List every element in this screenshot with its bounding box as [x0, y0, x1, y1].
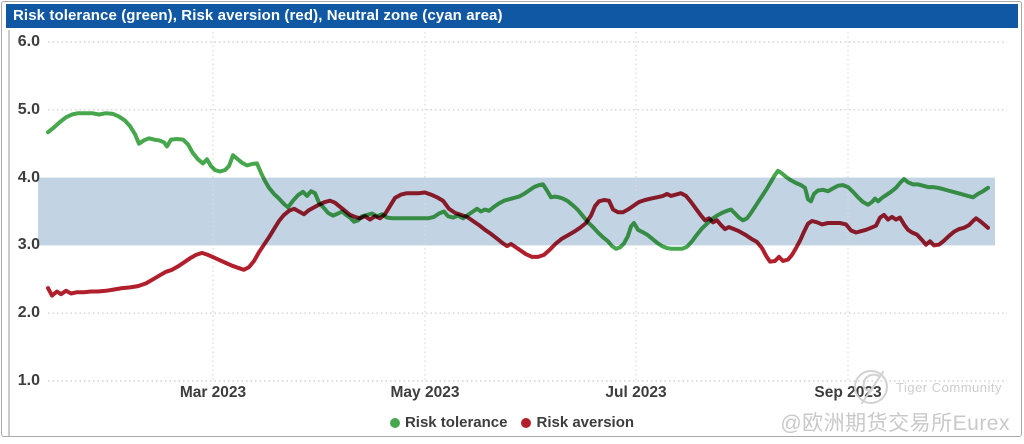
- legend-item-risk-aversion: Risk aversion: [521, 414, 634, 431]
- watermark-brand-text: Tiger Community: [896, 380, 1002, 395]
- y-axis-tick-label: 5.0: [17, 100, 40, 118]
- y-axis-tick-label: 4.0: [17, 168, 40, 186]
- legend-label: Risk aversion: [536, 414, 635, 431]
- legend-label: Risk tolerance: [404, 414, 508, 431]
- legend-item-risk-tolerance: Risk tolerance: [389, 414, 508, 431]
- y-axis-tick-label: 6.0: [17, 33, 40, 50]
- risk-aversion-dot-icon: [521, 417, 532, 428]
- x-axis-tick-label: May 2023: [390, 384, 460, 401]
- y-axis-tick-label: 3.0: [17, 236, 40, 254]
- series-line-risk-tolerance: [46, 111, 990, 251]
- y-axis-tick-label: 1.0: [17, 372, 40, 389]
- chart-title: Risk tolerance (green), Risk aversion (r…: [13, 7, 503, 24]
- risk-tolerance-dot-icon: [389, 417, 400, 428]
- y-axis-tick-label: 2.0: [17, 304, 40, 322]
- watermark-handle-text: @欧洲期货交易所Eurex: [780, 412, 1010, 435]
- series-line-risk-aversion: [46, 190, 990, 298]
- chart-legend: Risk tolerance Risk aversion: [0, 414, 1024, 431]
- x-axis-tick-label: Jul 2023: [605, 384, 667, 401]
- tiger-community-logo-icon: [854, 370, 888, 404]
- chart-header-bar: Risk tolerance (green), Risk aversion (r…: [6, 4, 1018, 28]
- x-axis-tick-label: Mar 2023: [179, 384, 247, 401]
